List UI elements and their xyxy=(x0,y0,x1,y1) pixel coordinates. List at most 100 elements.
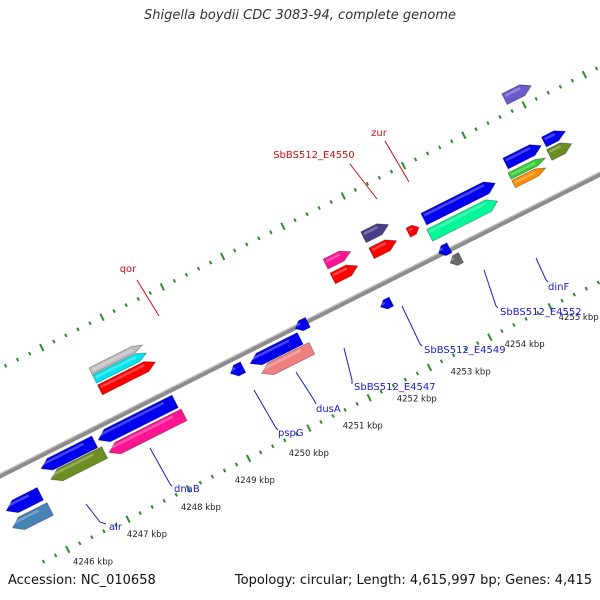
outer-tick xyxy=(461,131,467,140)
outer-tick xyxy=(486,121,490,126)
gene-green-body xyxy=(507,157,547,180)
gene-olive-edge xyxy=(546,142,573,161)
inner-tick xyxy=(584,286,588,291)
gene-blue-E4549-body xyxy=(380,296,395,310)
outer-tick xyxy=(88,321,92,326)
inner-tick xyxy=(415,371,420,376)
gene-label-SbBS512_E4552: SbBS512_E4552 xyxy=(500,307,582,318)
inner-tick xyxy=(464,347,468,352)
scale-label-4251-kbp: 4251 kbp xyxy=(343,422,383,432)
outer-tick xyxy=(99,313,105,322)
gene-zur-navy-shine xyxy=(363,226,378,235)
outer-tick xyxy=(172,278,177,283)
gene-SbBS512_E4550-pink-body xyxy=(322,250,352,270)
map-title: Shigella boydii CDC 3083-94, complete ge… xyxy=(143,8,457,23)
gene-blue-edge-body xyxy=(540,130,567,148)
gene-blue-long-2-body xyxy=(420,181,496,226)
gene-label-pspG: pspG xyxy=(278,428,304,439)
gene-zur-navy xyxy=(360,223,390,244)
outer-tick xyxy=(413,157,418,162)
inner-tick xyxy=(53,553,58,558)
gene-label-dusA: dusA xyxy=(316,404,341,415)
scale-label-4250-kbp: 4250 kbp xyxy=(289,449,329,459)
outer-tick xyxy=(112,309,116,314)
outer-tick xyxy=(196,266,201,271)
gene-qor-grey xyxy=(88,344,144,375)
gene-qor-red-body xyxy=(96,361,157,396)
gene-blue-dusA xyxy=(249,332,304,366)
inner-tick xyxy=(295,432,299,437)
gene-orange-body xyxy=(511,167,547,189)
gene-label-dusA-leader xyxy=(295,371,317,405)
gene-blue-dnaB-shine xyxy=(40,442,85,467)
gene-blue-top-body xyxy=(502,144,542,170)
inner-tick xyxy=(283,438,287,443)
inner-tick xyxy=(222,468,227,473)
gene-SbBS512_E4550-red-shine xyxy=(332,267,348,277)
inner-tick xyxy=(306,424,312,432)
gene-SbBS512_E4550-red-body xyxy=(329,264,359,285)
inner-tick xyxy=(210,474,215,479)
gene-small-red-2-body xyxy=(405,224,420,238)
inner-tick xyxy=(439,359,444,364)
gene-slate-edge-shine xyxy=(504,87,521,97)
gene-small-red-2 xyxy=(405,224,420,238)
inner-tick xyxy=(114,523,118,528)
outer-tick xyxy=(245,242,249,247)
gene-slate-edge xyxy=(501,84,532,106)
outer-tick xyxy=(27,351,32,356)
outer-tick xyxy=(184,272,189,277)
gene-label-SbBS512_E4552-leader xyxy=(483,269,499,309)
inner-tick xyxy=(487,333,493,341)
gene-label-pspG-leader xyxy=(253,389,279,431)
gene-label-dinF: dinF xyxy=(548,282,569,293)
outer-tick xyxy=(594,66,599,71)
gene-blue-long-2 xyxy=(420,181,496,226)
inner-tick xyxy=(426,363,433,372)
gene-zur-red-shine xyxy=(371,242,387,252)
gene-zur-navy-body xyxy=(360,223,390,244)
gene-blue-edge xyxy=(540,130,567,148)
gene-blue-tiny xyxy=(294,316,311,332)
gene-teal-long xyxy=(426,199,499,242)
gene-label-alr: alr xyxy=(109,522,123,533)
gene-olive-edge-shine xyxy=(549,145,562,153)
gene-label-SbBS512_E4550: SbBS512_E4550 xyxy=(273,150,355,161)
gene-blue-E4549-shine xyxy=(381,301,386,306)
gene-green xyxy=(507,157,547,180)
scale-label-4253-kbp: 4253 kbp xyxy=(451,367,491,377)
gene-blue-edge-shine xyxy=(544,133,556,141)
gene-zur-red xyxy=(368,239,398,260)
gene-blue-E4552-shine xyxy=(438,247,444,252)
inner-tick xyxy=(125,515,131,523)
gene-label-qor: qor xyxy=(120,264,137,275)
genome-summary-text: Topology: circular; Length: 4,615,997 bp… xyxy=(234,573,592,588)
outer-tick xyxy=(521,101,527,109)
inner-tick xyxy=(234,462,239,467)
inner-tick xyxy=(366,393,372,402)
inner-tick xyxy=(391,383,396,388)
gene-grey-small xyxy=(449,252,465,266)
inner-tick xyxy=(331,413,335,418)
backbone-line xyxy=(0,171,600,479)
gene-orange-shine xyxy=(514,171,537,184)
scale-label-4246-kbp: 4246 kbp xyxy=(73,557,113,567)
outer-tick xyxy=(365,181,370,186)
gene-salmon-dusA-shine xyxy=(261,349,302,371)
gene-blue-pspG-body xyxy=(97,394,179,443)
gene-olive-dnaB-body xyxy=(50,446,109,482)
outer-tick xyxy=(558,84,563,89)
inner-tick xyxy=(65,545,71,554)
inner-tick xyxy=(174,492,178,497)
outer-tick xyxy=(208,260,213,265)
gene-label-SbBS512_E4547: SbBS512_E4547 xyxy=(354,382,436,393)
scale-label-4255-kbp: 4255 kbp xyxy=(559,313,599,323)
gene-qor-cyan xyxy=(92,352,148,384)
inner-tick xyxy=(41,559,46,564)
gene-olive-edge-body xyxy=(546,142,573,161)
gene-green-shine xyxy=(510,161,536,177)
gene-label-SbBS512_E4550-leader xyxy=(349,163,378,200)
gene-label-dinF-leader xyxy=(535,257,549,283)
gene-blue-E4552 xyxy=(438,242,453,257)
outer-tick xyxy=(474,127,478,132)
